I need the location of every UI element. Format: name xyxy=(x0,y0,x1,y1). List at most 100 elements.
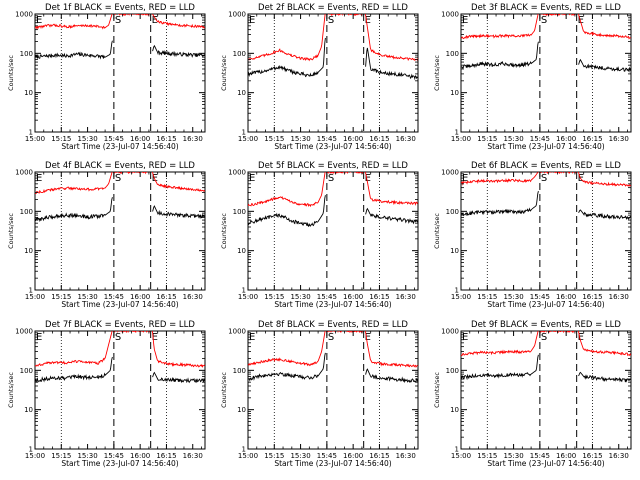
marker-label-E: E xyxy=(36,173,42,184)
series-line-lld-post xyxy=(346,331,418,368)
marker-label-E: E xyxy=(462,173,468,184)
x-tick-label: 15:15 xyxy=(477,135,497,143)
plot-frame xyxy=(34,330,206,450)
series-line-lld-pre xyxy=(35,14,132,30)
y-tick-label: 100 xyxy=(20,367,33,375)
y-tick-label: 10 xyxy=(450,89,459,97)
marker-label-S: S xyxy=(115,173,121,184)
series-line-events-post xyxy=(365,47,418,81)
y-tick-label: 1 xyxy=(29,287,33,295)
x-tick-label: 15:00 xyxy=(238,452,258,460)
y-tick-label: 100 xyxy=(446,50,459,58)
x-axis-label: Start Time (23-Jul-07 14:56:40) xyxy=(274,142,391,151)
marker-label-S: S xyxy=(541,332,547,343)
panel-title: Det 4f BLACK = Events, RED = LLD xyxy=(45,161,195,171)
series-line-lld-pre xyxy=(461,14,558,40)
marker-label-E: E xyxy=(462,332,468,343)
y-axis-label: Counts/sec xyxy=(220,213,228,249)
x-tick-label: 16:30 xyxy=(183,293,203,301)
y-tick-label: 100 xyxy=(446,208,459,216)
x-tick-label: 15:30 xyxy=(77,452,97,460)
x-tick-label: 15:15 xyxy=(51,293,71,301)
x-tick-label: 16:15 xyxy=(369,452,389,460)
x-tick-label: 16:00 xyxy=(343,135,363,143)
x-tick-label: 15:30 xyxy=(503,293,523,301)
x-tick-label: 16:30 xyxy=(183,452,203,460)
y-axis-label: Counts/sec xyxy=(433,55,441,91)
marker-label-E: E xyxy=(365,173,371,184)
series-line-lld-post xyxy=(131,172,205,192)
x-tick-label: 16:00 xyxy=(343,293,363,301)
y-tick-label: 10 xyxy=(237,247,246,255)
plot-frame xyxy=(460,330,632,450)
marker-label-S: S xyxy=(541,15,547,26)
x-tick-label: 15:15 xyxy=(477,452,497,460)
plot-frame xyxy=(460,13,632,133)
x-tick-label: 16:30 xyxy=(396,293,416,301)
series-line-lld-post xyxy=(557,172,631,187)
y-axis-label: Counts/sec xyxy=(433,372,441,408)
marker-label-S: S xyxy=(115,15,121,26)
x-axis-label: Start Time (23-Jul-07 14:56:40) xyxy=(61,300,178,309)
x-tick-label: 16:15 xyxy=(582,452,602,460)
series-line-events-post xyxy=(578,209,631,221)
y-tick-label: 1000 xyxy=(15,11,33,19)
x-tick-label: 16:30 xyxy=(396,452,416,460)
y-tick-label: 100 xyxy=(20,208,33,216)
series-line-events-pre xyxy=(35,356,113,383)
x-tick-label: 15:15 xyxy=(477,293,497,301)
series-line-lld-post xyxy=(557,331,631,357)
x-tick-label: 15:30 xyxy=(77,135,97,143)
x-tick-label: 15:30 xyxy=(290,135,310,143)
series-line-events-pre xyxy=(461,190,539,217)
marker-label-E: E xyxy=(152,15,158,26)
x-tick-label: 15:45 xyxy=(530,293,550,301)
series-line-events-post xyxy=(578,58,631,73)
x-tick-label: 16:00 xyxy=(130,293,150,301)
series-line-lld-post xyxy=(131,331,205,368)
x-axis-label: Start Time (23-Jul-07 14:56:40) xyxy=(487,300,604,309)
y-tick-label: 1000 xyxy=(441,169,459,177)
x-tick-label: 16:00 xyxy=(130,135,150,143)
marker-label-E: E xyxy=(462,15,468,26)
x-tick-label: 15:30 xyxy=(290,452,310,460)
x-tick-label: 15:45 xyxy=(317,135,337,143)
y-tick-label: 10 xyxy=(24,89,33,97)
x-tick-label: 15:45 xyxy=(530,452,550,460)
y-tick-label: 100 xyxy=(446,367,459,375)
x-tick-label: 15:45 xyxy=(317,452,337,460)
y-tick-label: 100 xyxy=(233,208,246,216)
x-tick-label: 15:30 xyxy=(503,135,523,143)
panel-title: Det 2f BLACK = Events, RED = LLD xyxy=(258,3,408,13)
panel-title: Det 9f BLACK = Events, RED = LLD xyxy=(471,320,621,330)
panel-title: Det 8f BLACK = Events, RED = LLD xyxy=(258,320,408,330)
series-line-lld-pre xyxy=(248,331,343,367)
y-tick-label: 10 xyxy=(450,406,459,414)
marker-label-E: E xyxy=(36,332,42,343)
x-tick-label: 16:30 xyxy=(183,135,203,143)
x-tick-label: 15:45 xyxy=(317,293,337,301)
y-axis-label: Counts/sec xyxy=(7,213,15,249)
x-tick-label: 16:00 xyxy=(556,293,576,301)
x-tick-label: 15:15 xyxy=(264,293,284,301)
series-line-events-pre xyxy=(35,197,113,223)
x-tick-label: 15:45 xyxy=(104,135,124,143)
panel-title: Det 1f BLACK = Events, RED = LLD xyxy=(45,3,195,13)
panel-title: Det 5f BLACK = Events, RED = LLD xyxy=(258,161,408,171)
y-tick-label: 1 xyxy=(29,129,33,137)
series-line-lld-post xyxy=(344,14,418,62)
x-tick-label: 15:15 xyxy=(264,135,284,143)
y-axis-label: Counts/sec xyxy=(220,55,228,91)
y-tick-label: 100 xyxy=(233,367,246,375)
x-tick-label: 15:00 xyxy=(238,293,258,301)
plot-frame xyxy=(247,13,419,133)
y-tick-label: 100 xyxy=(20,50,33,58)
x-tick-label: 15:00 xyxy=(238,135,258,143)
x-tick-label: 16:15 xyxy=(156,293,176,301)
plot-frame xyxy=(34,13,206,133)
marker-label-E: E xyxy=(249,15,255,26)
y-tick-label: 1000 xyxy=(441,328,459,336)
